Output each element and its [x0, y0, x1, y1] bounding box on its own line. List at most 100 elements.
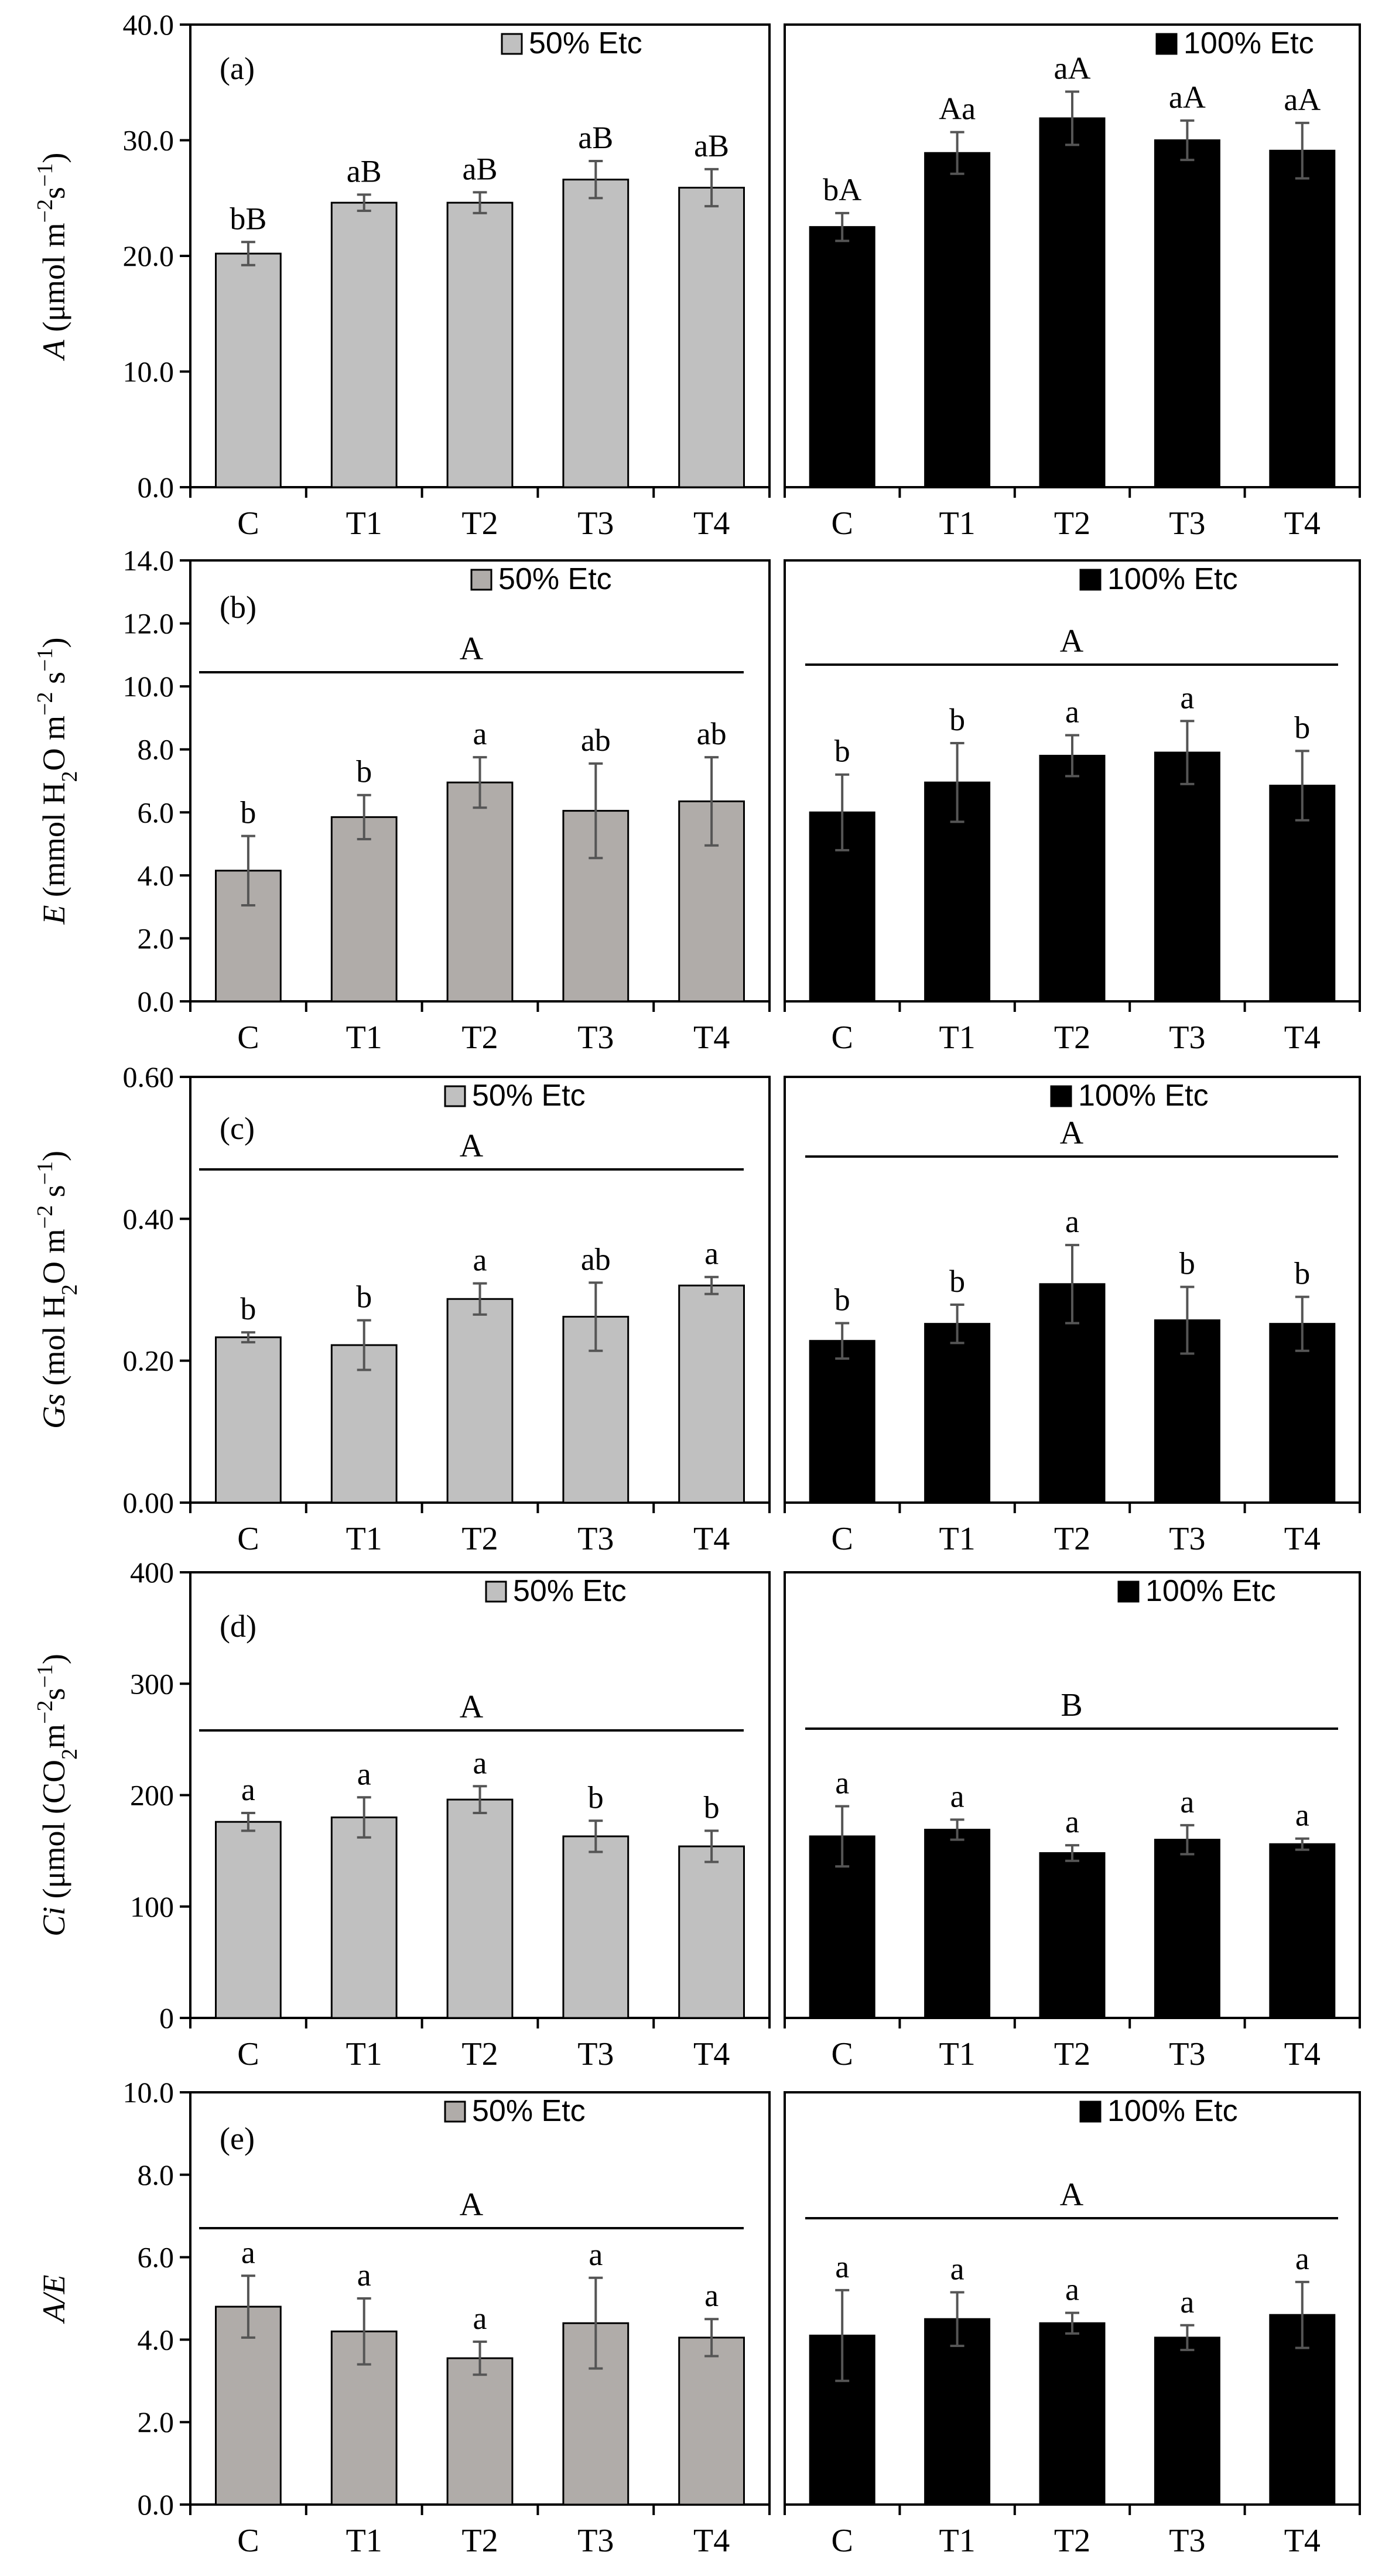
bar [924, 1323, 991, 1504]
y-axis-title-part: −2 [33, 1701, 57, 1724]
subplot-50etc: a Ca T1 a T2 b T3 b T4 50% Etc A [189, 1571, 771, 2072]
x-tick-label: T3 [1169, 2523, 1205, 2559]
bar [446, 201, 514, 488]
bar [1154, 751, 1220, 1003]
group-label: A [460, 631, 484, 667]
y-axis-title-part: s [36, 1688, 71, 1700]
x-tick-label: T1 [346, 2036, 382, 2072]
x-tick-label: T4 [1284, 2036, 1321, 2072]
y-tick-label: 100 [130, 1890, 174, 1923]
y-axis-title-part: A [36, 339, 71, 361]
significance-label: a [835, 1766, 849, 1801]
significance-label: b [834, 734, 850, 769]
x-tick-label: C [832, 505, 853, 542]
y-axis-title-part: ) [36, 153, 71, 163]
x-tick-label: C [237, 2523, 259, 2559]
significance-label: a [950, 1778, 964, 1814]
significance-label: b [949, 1264, 965, 1299]
significance-label: a [1065, 2272, 1079, 2307]
y-tick-label: 0 [159, 2002, 174, 2034]
x-tick-label: C [237, 1521, 259, 1557]
y-axis-title-part: E [36, 905, 71, 925]
x-tick-label: T4 [693, 505, 730, 542]
significance-label: aB [578, 120, 613, 155]
bar [1039, 2322, 1106, 2506]
significance-label: a [950, 2251, 964, 2286]
x-tick-label: T1 [346, 2523, 382, 2559]
y-tick-label: 0.20 [123, 1345, 175, 1377]
subplot-100etc: bA C Aa T1 aA T2 aA T3 aA T4 100% Etc [784, 23, 1361, 542]
significance-label: Aa [939, 91, 976, 126]
group-label: A [460, 1128, 484, 1164]
panel-e: 0.0 2.0 4.0 6.0 8.0 10.0 A/E (e) a Ca T1 a T2 a T3 a T4 5… [36, 2076, 1361, 2559]
subplot-100etc: a Ca T1 a T2 a T3 a T4 100% Etc B [784, 1571, 1361, 2072]
y-axis-title: A/E [36, 2275, 71, 2324]
y-tick-label: 12.0 [123, 607, 175, 640]
group-label: B [1061, 1687, 1082, 1723]
y-axis-title-part: ) [36, 1654, 71, 1664]
bar [1269, 149, 1336, 488]
x-tick-label: T3 [577, 2036, 614, 2072]
bar [1269, 785, 1336, 1003]
y-tick-label: 14.0 [123, 544, 175, 577]
bar [562, 1316, 630, 1504]
y-tick-label: 4.0 [138, 859, 175, 892]
significance-label: b [356, 754, 372, 789]
bar [330, 201, 398, 488]
significance-label: a [1180, 680, 1194, 715]
y-axis-title-part: −1 [33, 163, 57, 187]
legend-swatch [444, 2101, 466, 2123]
significance-label: b [834, 1282, 850, 1317]
significance-label: aB [463, 151, 498, 186]
bar [330, 1344, 398, 1504]
subplot-50etc: a Ca T1 a T2 a T3 a T4 50% Etc A [189, 2091, 771, 2559]
x-tick-label: T2 [1054, 2036, 1090, 2072]
x-tick-label: C [237, 2036, 259, 2072]
y-tick-label: 0.60 [123, 1060, 175, 1093]
bar [924, 1828, 991, 2019]
bar [215, 252, 282, 488]
significance-label: a [473, 1745, 487, 1780]
legend-swatch [444, 1085, 466, 1107]
significance-label: b [704, 1790, 720, 1825]
y-tick-label: 40.0 [123, 8, 175, 41]
significance-label: a [1295, 2241, 1309, 2276]
y-tick-label: 0.00 [123, 1486, 175, 1519]
bar [215, 1336, 282, 1504]
y-axis-title-part: −1 [33, 648, 57, 672]
bar [562, 179, 630, 488]
subplot-50etc: bB CaB T1 aB T2 aB T3 aB T4 50% Etc [189, 23, 771, 542]
legend-label: 50% Etc [472, 1079, 586, 1113]
y-axis-title: E (mmol H2O m−2 s−1) [33, 638, 82, 925]
y-tick-label: 8.0 [138, 733, 175, 766]
significance-label: aA [1169, 80, 1206, 115]
x-tick-label: C [832, 2523, 853, 2559]
y-axis-title-part: O m [36, 1229, 71, 1284]
legend-swatch [501, 33, 523, 55]
significance-label: a [357, 2257, 371, 2293]
significance-label: a [1065, 695, 1079, 730]
x-tick-label: T2 [461, 505, 498, 542]
significance-label: a [473, 716, 487, 751]
bar [1039, 117, 1106, 488]
x-tick-label: T1 [346, 1521, 382, 1557]
significance-label: a [1180, 1784, 1194, 1819]
x-tick-label: T4 [1284, 2523, 1321, 2559]
legend-swatch [1079, 569, 1102, 591]
significance-label: bA [823, 172, 861, 207]
legend-label: 50% Etc [513, 1574, 627, 1608]
bar [215, 1821, 282, 2019]
bar [1269, 1323, 1336, 1504]
significance-label: aB [347, 153, 382, 189]
significance-label: aB [694, 128, 729, 163]
subplot-50etc: b Cb T1 a T2 ab T3 a T4 50% Etc A [189, 1076, 771, 1557]
bar [446, 781, 514, 1003]
subplot-50etc: b Cb T1 a T2 ab T3 ab T4 50% Etc A [189, 559, 771, 1056]
panel-a: 0.0 10.0 20.0 30.0 40.0 A (μmol m−2s−1) (a) bB C… [33, 8, 1361, 542]
significance-label: a [1180, 2284, 1194, 2320]
y-axis-title-part: 2 [57, 1284, 82, 1295]
x-tick-label: T1 [939, 1020, 975, 1056]
x-tick-label: T4 [693, 2523, 730, 2559]
y-axis-title-part: s [36, 672, 71, 692]
